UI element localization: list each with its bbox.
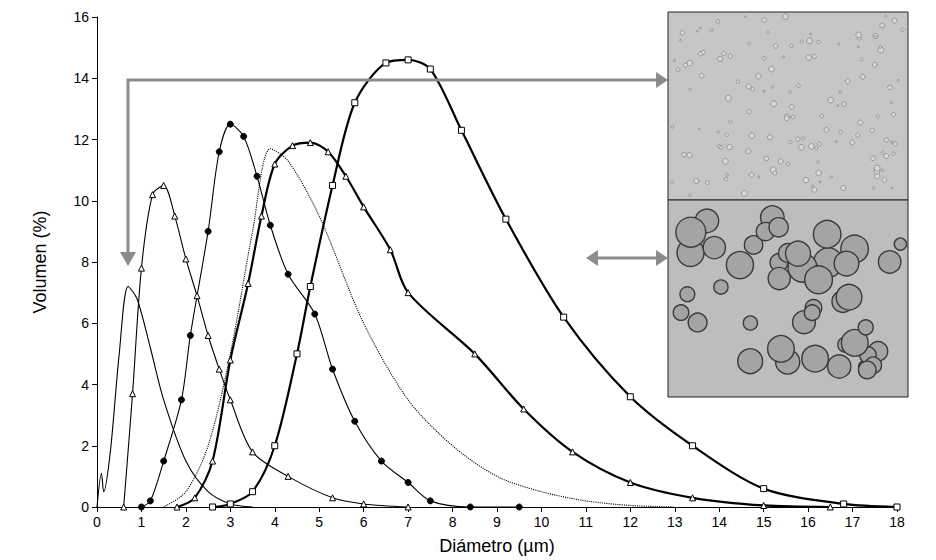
svg-text:3: 3 (226, 514, 234, 530)
svg-text:13: 13 (667, 514, 683, 530)
svg-text:12: 12 (623, 514, 639, 530)
svg-text:Diámetro (µm): Diámetro (µm) (439, 536, 554, 556)
svg-text:2: 2 (182, 514, 190, 530)
svg-text:1: 1 (138, 514, 146, 530)
svg-text:11: 11 (579, 514, 594, 530)
svg-text:0: 0 (81, 499, 89, 515)
svg-text:2: 2 (81, 438, 89, 454)
svg-text:7: 7 (404, 514, 412, 530)
svg-text:9: 9 (493, 514, 501, 530)
svg-text:16: 16 (73, 9, 89, 25)
svg-text:17: 17 (845, 514, 861, 530)
svg-text:4: 4 (81, 377, 89, 393)
svg-text:8: 8 (81, 254, 89, 270)
svg-text:6: 6 (81, 315, 89, 331)
svg-text:0: 0 (93, 514, 101, 530)
svg-text:12: 12 (73, 132, 89, 148)
svg-text:10: 10 (73, 193, 89, 209)
svg-text:8: 8 (449, 514, 457, 530)
svg-text:18: 18 (889, 514, 905, 530)
svg-text:6: 6 (360, 514, 368, 530)
svg-text:5: 5 (315, 514, 323, 530)
svg-text:10: 10 (534, 514, 550, 530)
svg-text:14: 14 (711, 514, 727, 530)
svg-text:4: 4 (271, 514, 279, 530)
svg-text:Volumen (%): Volumen (%) (30, 210, 50, 313)
svg-text:16: 16 (800, 514, 816, 530)
svg-text:14: 14 (73, 70, 89, 86)
svg-text:15: 15 (756, 514, 772, 530)
